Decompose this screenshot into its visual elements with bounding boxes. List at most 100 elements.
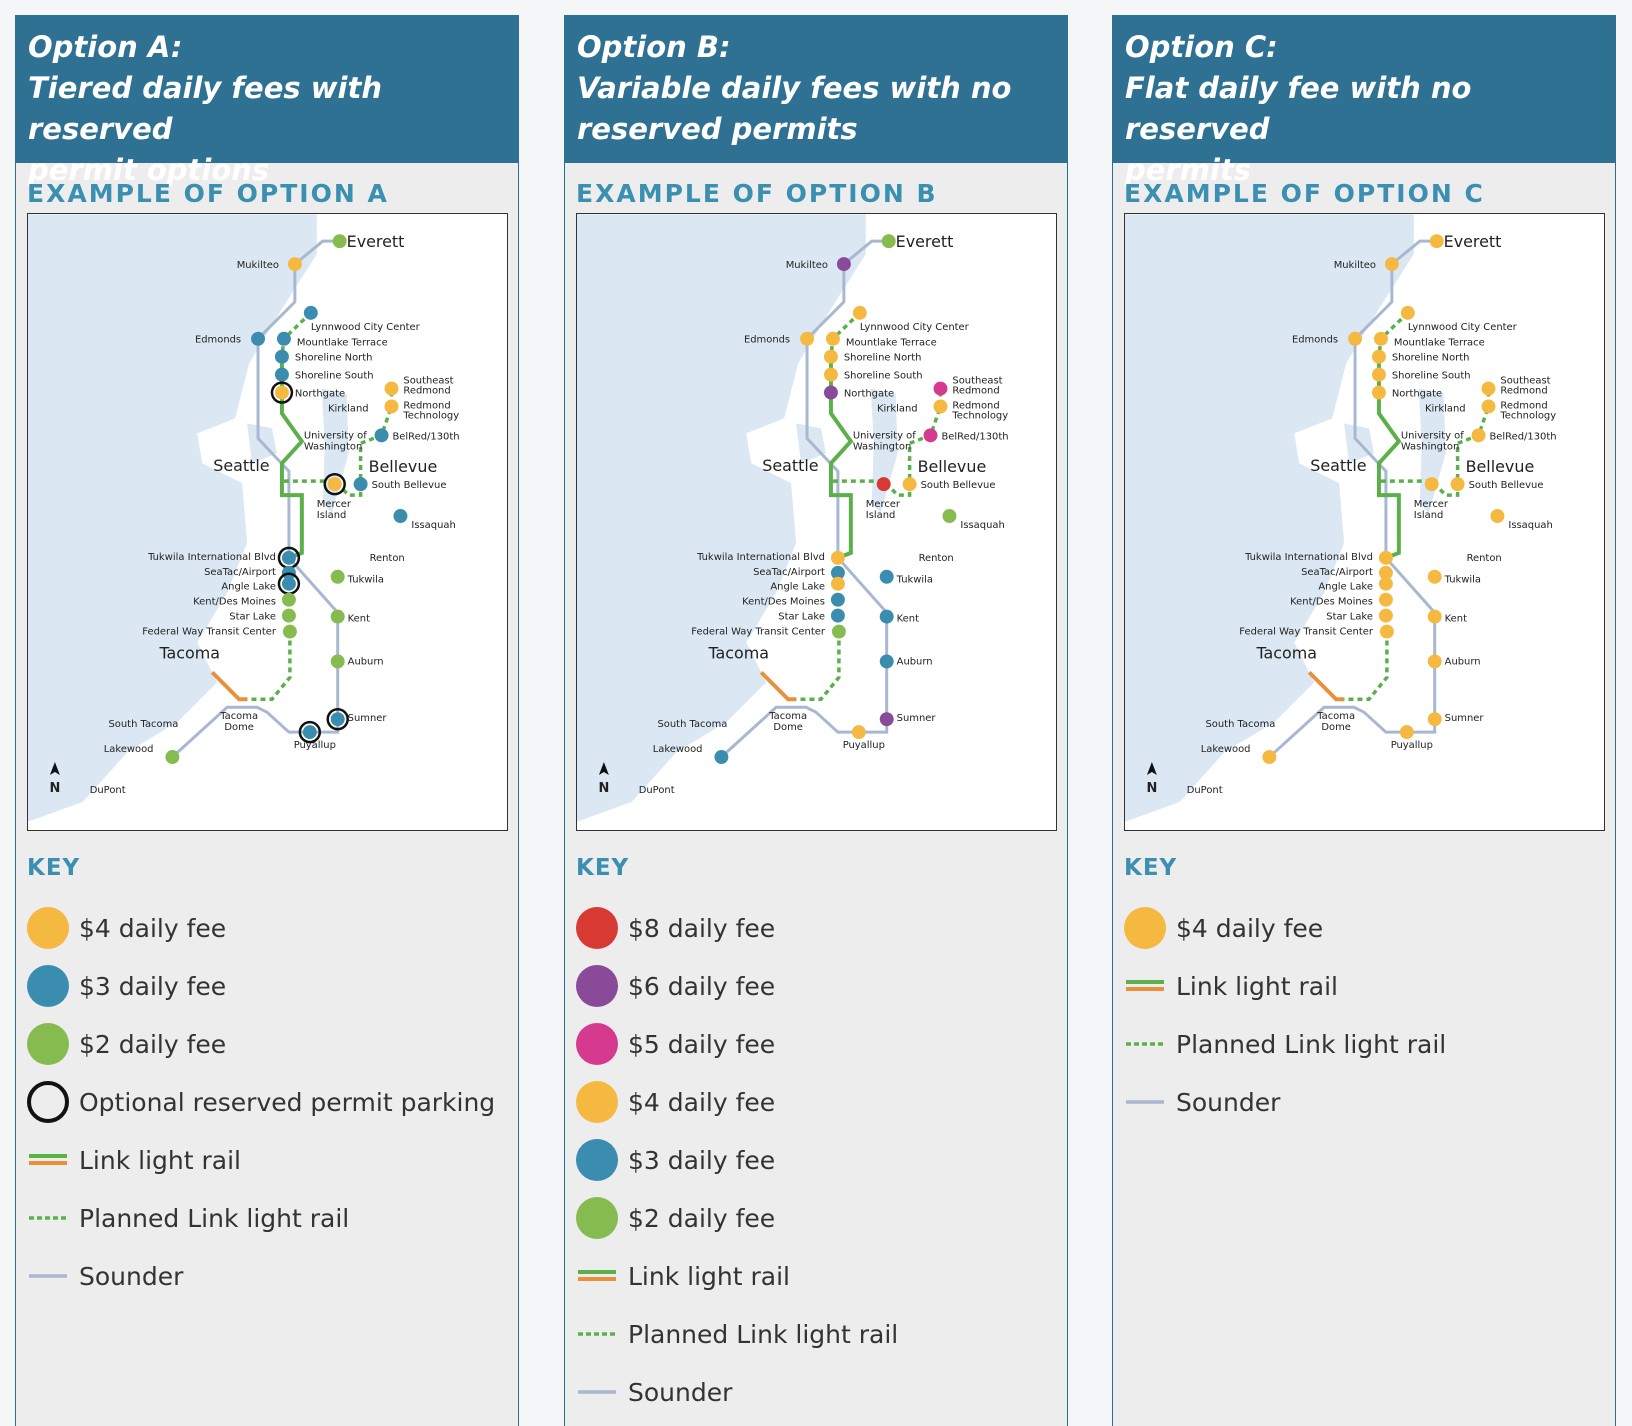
key-label: Link light rail: [628, 1261, 790, 1291]
station-kent-des-moines: [281, 592, 296, 607]
map-label-se-redmond-1: Southeast: [1500, 376, 1550, 387]
panel-header: Option B: Variable daily fees with no re…: [565, 15, 1067, 163]
map-label-issaquah: Issaquah: [411, 520, 455, 531]
key-item: $2 daily fee: [27, 1015, 495, 1073]
map-label-mercer-1: Mercer: [866, 499, 901, 510]
key-label: Planned Link light rail: [79, 1203, 350, 1233]
map-label-mountlake: Mountlake Terrace: [1394, 338, 1485, 349]
key-symbol: [576, 907, 618, 949]
panel-title-line-2: Flat daily fee with no reserved: [1125, 71, 1472, 146]
map-label-south-bellevue: South Bellevue: [921, 480, 996, 491]
tacoma-link-line: [210, 670, 248, 702]
station-puyallup: [302, 725, 317, 740]
north-label: N: [1146, 781, 1157, 796]
north-arrow-icon: [598, 761, 609, 775]
station-star-lake: [1378, 608, 1393, 623]
north-label: N: [598, 781, 609, 796]
reserved-ring-northgate: [270, 381, 294, 404]
station-tukwila-intl: [281, 550, 296, 565]
station-mercer: [327, 477, 342, 492]
station-belred: [374, 428, 389, 443]
map-label-bellevue: Bellevue: [918, 457, 987, 476]
map-label-angle-lake: Angle Lake: [770, 582, 825, 593]
key-item: Sounder: [576, 1363, 898, 1421]
map-label-redmond-tech-2: Technology: [951, 410, 1008, 421]
station-mercer: [1424, 477, 1439, 492]
key-symbol: [576, 1197, 618, 1239]
key-item: $3 daily fee: [576, 1131, 898, 1189]
planned-link-tacoma: [796, 631, 841, 702]
map-label-renton: Renton: [370, 553, 405, 564]
north-label: N: [49, 781, 60, 796]
map-label-tacoma: Tacoma: [158, 643, 220, 662]
key-item: Sounder: [1124, 1073, 1446, 1131]
map-label-shoreline-n: Shoreline North: [1392, 353, 1470, 364]
station-south-bellevue: [353, 477, 368, 492]
example-heading: EXAMPLE OF OPTION B: [576, 179, 938, 208]
station-star-lake: [281, 608, 296, 623]
key-item: Link light rail: [1124, 957, 1446, 1015]
key-label: $2 daily fee: [628, 1203, 776, 1233]
map-label-auburn: Auburn: [897, 656, 933, 667]
key-symbol: [27, 965, 69, 1007]
station-redmond-tech: [384, 399, 399, 414]
station-kent: [330, 609, 345, 624]
key-label: Sounder: [79, 1261, 184, 1291]
key-symbol: [576, 1139, 618, 1181]
station-edmonds: [800, 331, 815, 346]
map-label-northgate: Northgate: [844, 389, 894, 400]
map-label-northgate: Northgate: [1392, 389, 1442, 400]
map-label-star-lake: Star Lake: [1326, 612, 1373, 623]
map-key: $4 daily fee $3 daily fee $2 daily fee Opti…: [27, 899, 495, 1305]
map-label-mercer-2: Island: [866, 510, 896, 521]
station-northgate: [823, 385, 838, 400]
map-label-renton: Renton: [1467, 553, 1502, 564]
station-lakewood: [1262, 750, 1277, 764]
reserved-ring-mercer: [323, 472, 346, 496]
map-label-sumner: Sumner: [1445, 713, 1485, 724]
map-label-tukwila: Tukwila: [896, 575, 933, 586]
key-label: $3 daily fee: [628, 1145, 776, 1175]
map-label-south-bellevue: South Bellevue: [1469, 480, 1544, 491]
station-tukwila: [879, 569, 894, 584]
map-label-redmond-tech-1: Redmond: [403, 400, 450, 411]
map-label-lakewood: Lakewood: [104, 744, 154, 755]
map-label-mountlake: Mountlake Terrace: [297, 338, 388, 349]
station-redmond-tech: [1481, 399, 1496, 414]
map-svg: Everett Mukilteo Edmonds Lynnwood City Cent…: [577, 214, 1009, 822]
station-star-lake: [830, 608, 845, 623]
key-symbol: [27, 1139, 69, 1181]
map-label-tukwila-intl: Tukwila International Blvd: [1244, 552, 1373, 563]
fee-8-dot-icon: [576, 907, 618, 949]
map-label-everett: Everett: [896, 232, 954, 251]
link-line: [279, 356, 305, 560]
map-label-lakewood: Lakewood: [653, 744, 703, 755]
map-label-everett: Everett: [1444, 232, 1502, 251]
station-redmond-tech: [933, 399, 948, 414]
vashon-land: [808, 488, 831, 523]
map-key: $8 daily fee $6 daily fee $5 daily fee $4 d…: [576, 899, 898, 1421]
key-symbol: [576, 1023, 618, 1065]
fee-4-dot-icon: [27, 907, 69, 949]
station-puyallup: [1399, 725, 1414, 740]
key-symbol: [27, 907, 69, 949]
option-c-panel: Option C: Flat daily fee with no reserve…: [1112, 15, 1616, 1426]
station-auburn: [1427, 654, 1442, 669]
map-label-tacoma-dome-1: Tacoma: [219, 711, 258, 722]
map-label-renton: Renton: [919, 553, 954, 564]
station-northgate: [274, 385, 289, 400]
station-sumner: [1427, 712, 1442, 727]
station-federal-way: [282, 624, 297, 639]
map-label-tukwila-intl: Tukwila International Blvd: [147, 552, 276, 563]
fee-4-dot-icon: [1124, 907, 1166, 949]
map-label-federal-way: Federal Way Transit Center: [1239, 627, 1374, 638]
key-symbol: [1124, 1023, 1166, 1065]
map-label-redmond-tech-1: Redmond: [952, 400, 999, 411]
station-lakewood: [165, 750, 180, 764]
key-item: Sounder: [27, 1247, 495, 1305]
map-label-se-redmond-2: Redmond: [1500, 386, 1547, 397]
key-heading: KEY: [576, 855, 630, 881]
map-key: $4 daily fee Link light rail Planned Link …: [1124, 899, 1446, 1131]
key-symbol: [27, 1255, 69, 1297]
map-label-star-lake: Star Lake: [778, 612, 825, 623]
